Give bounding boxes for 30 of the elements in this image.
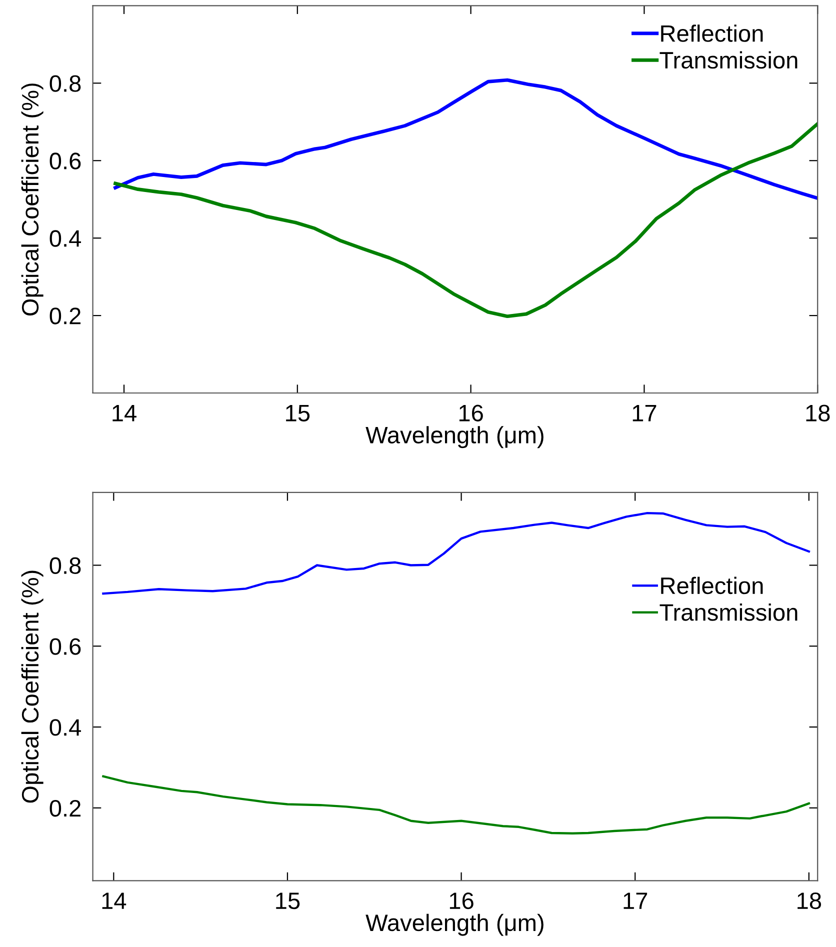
x-tick-label: 15 [276, 892, 300, 910]
x-tick-label: 14 [102, 892, 126, 909]
line-series [114, 78, 818, 200]
y-tick-label: 0.4 [50, 230, 81, 247]
y-tick-label: 0.4 [50, 719, 81, 736]
x-tick-label: 17 [624, 892, 648, 909]
legend-label: Transmission [660, 51, 798, 69]
x-tick-label: 17 [632, 404, 656, 422]
legend-label: Transmission [660, 604, 798, 621]
y-tick-label: 0.8 [50, 75, 81, 92]
line-series [114, 122, 818, 318]
x-tick-label: 14 [112, 404, 136, 422]
legend-label: Reflection [661, 576, 763, 594]
x-axis-title: Wavelength (μm) [366, 426, 544, 448]
x-axis-title: Wavelength (μm) [366, 914, 544, 936]
x-tick-label: 18 [798, 892, 822, 910]
legend-label: Reflection [661, 24, 763, 42]
y-tick-label: 0.8 [50, 557, 81, 574]
x-tick-label: 16 [459, 404, 483, 422]
line-series [102, 775, 810, 834]
line-series [102, 512, 810, 595]
x-tick-label: 15 [286, 404, 310, 422]
y-axis-title: Optical Coefficient (%) [21, 84, 44, 316]
y-tick-label: 0.2 [50, 800, 81, 817]
y-tick-label: 0.6 [50, 152, 81, 170]
y-tick-label: 0.6 [50, 638, 81, 655]
x-tick-label: 16 [450, 892, 474, 910]
x-tick-label: 18 [806, 404, 830, 422]
y-tick-label: 0.2 [50, 308, 81, 324]
y-axis-title: Optical Coefficient (%) [21, 570, 44, 803]
